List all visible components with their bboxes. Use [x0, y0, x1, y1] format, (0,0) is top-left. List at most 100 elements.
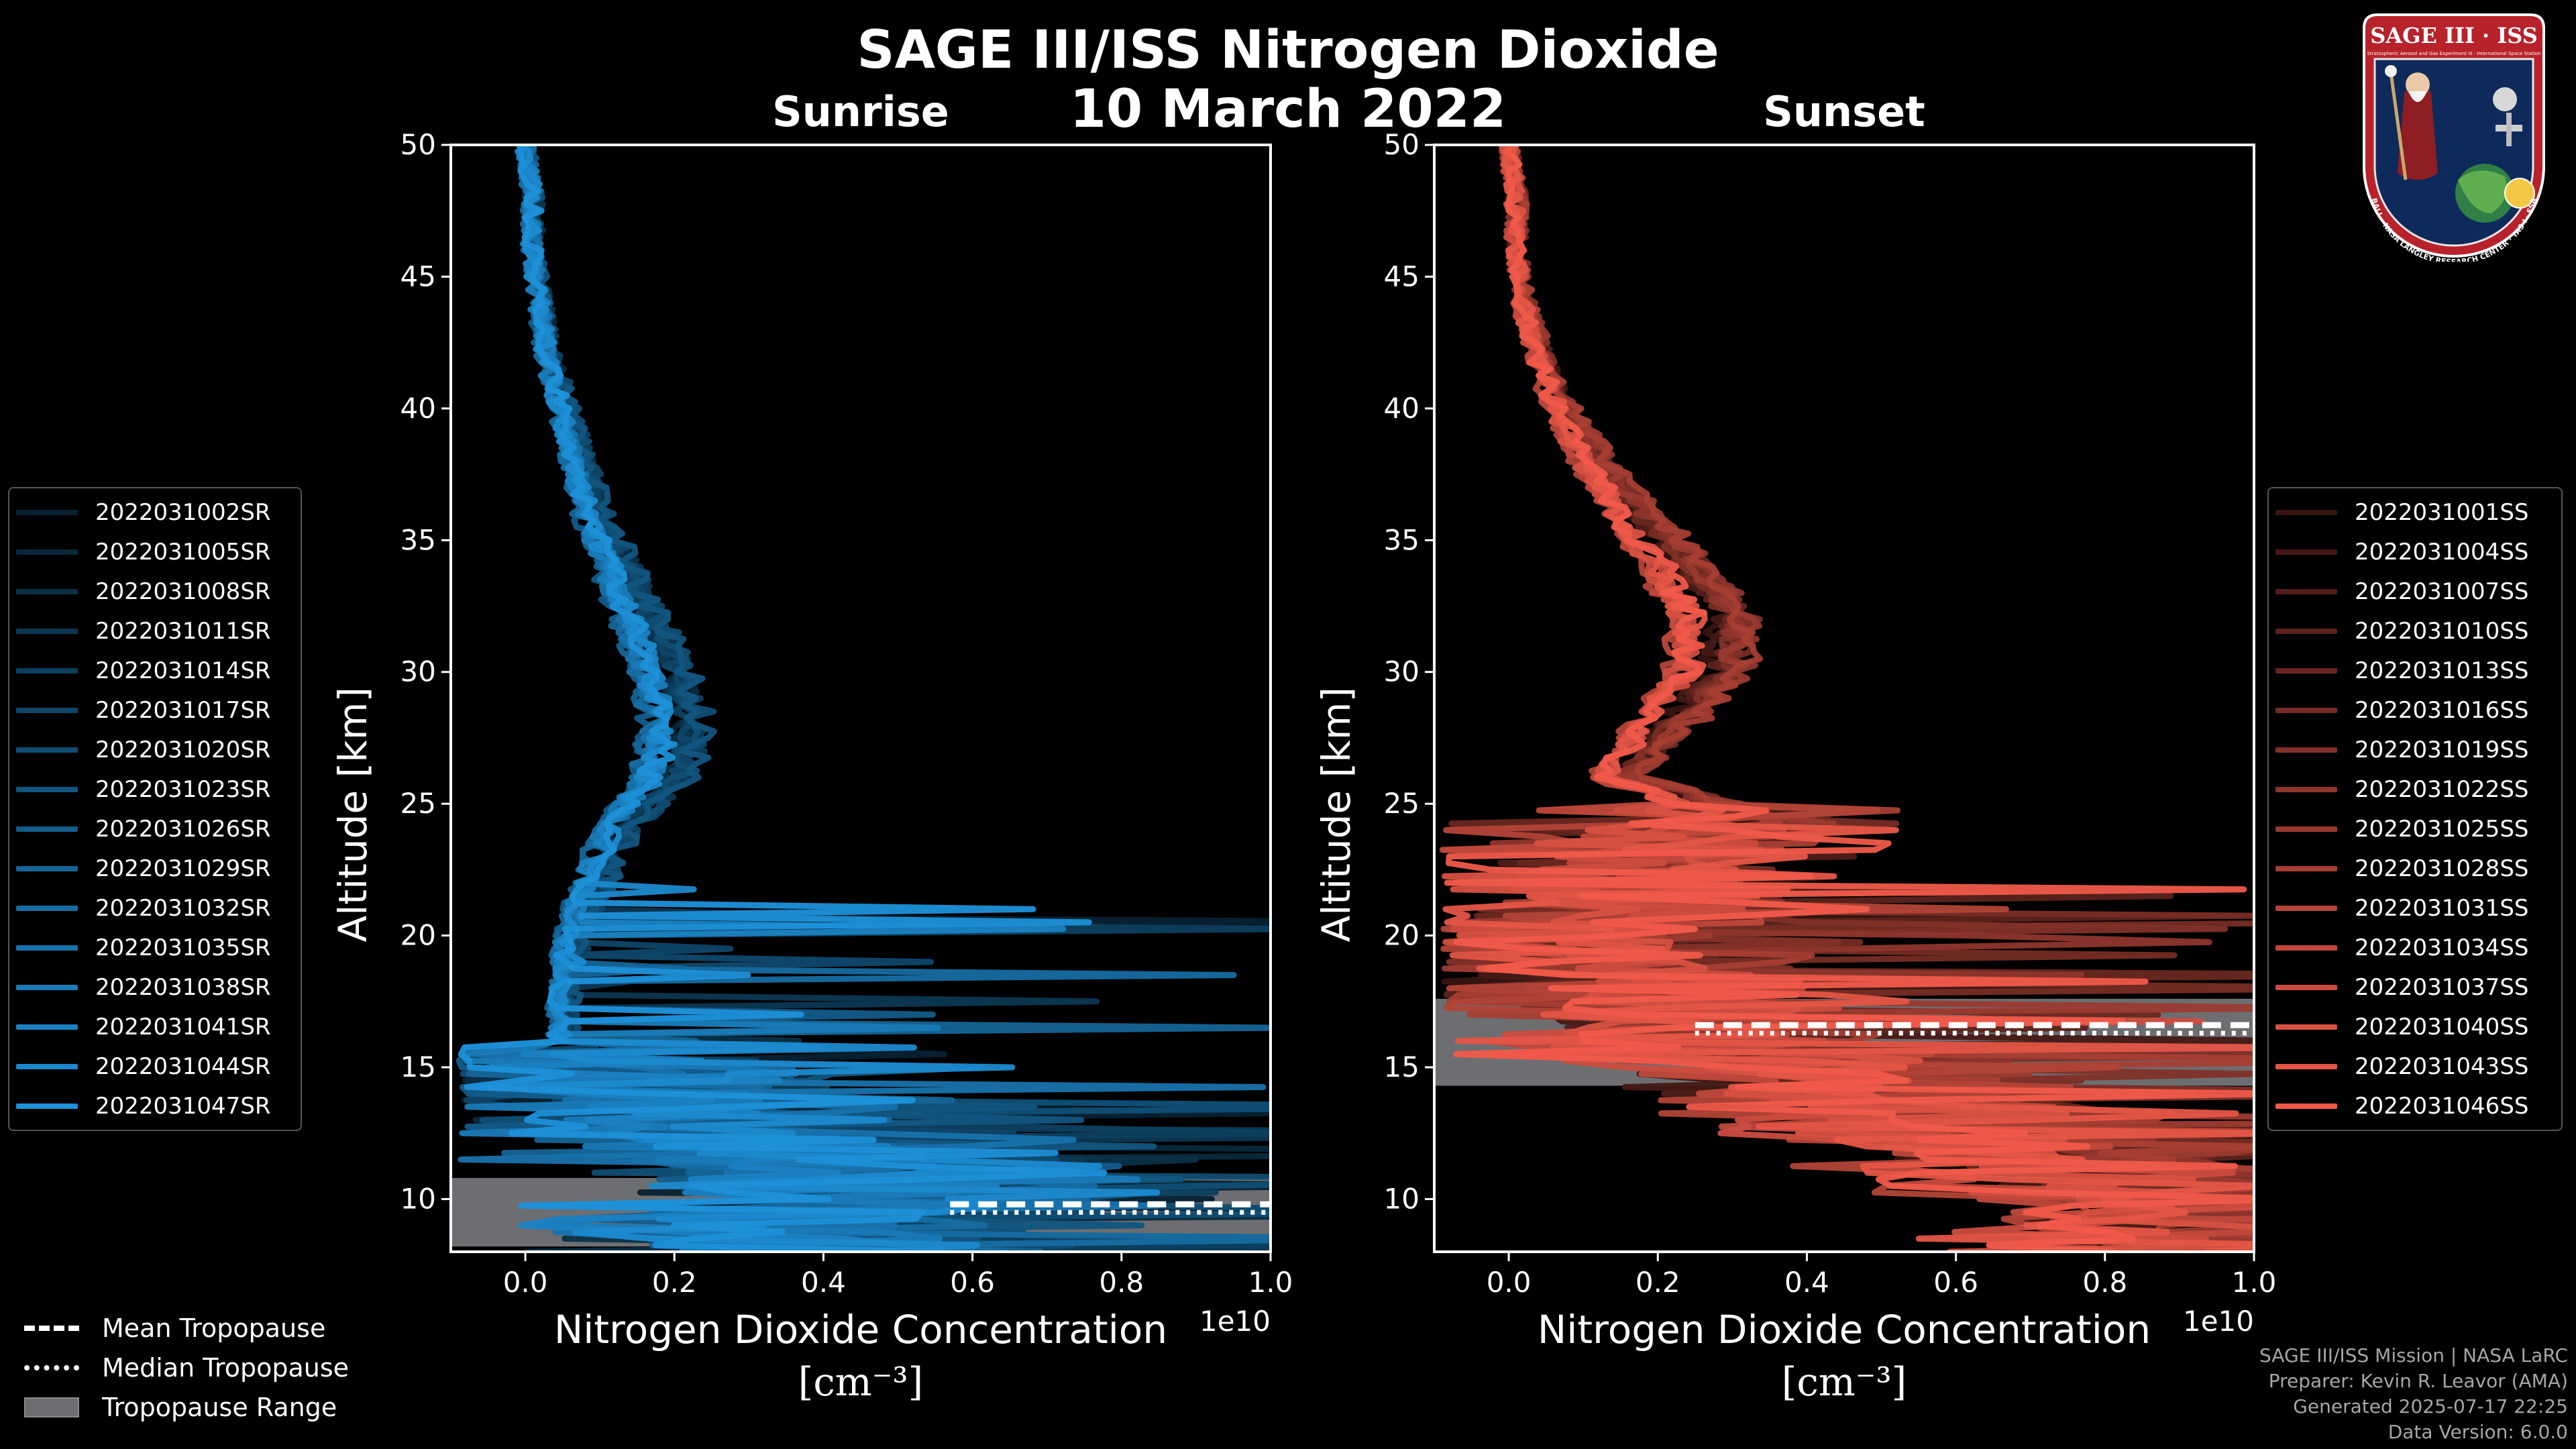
legend-label: 2022031014SR: [95, 657, 271, 684]
tropopause-range-entry: Tropopause Range: [24, 1387, 349, 1427]
y-tick-label: 40: [400, 392, 436, 425]
y-tick-label: 45: [1384, 260, 1419, 292]
y-tick-label: 10: [1384, 1182, 1419, 1215]
legend-entry-2022031011SR: 2022031011SR: [16, 611, 294, 651]
legend-label: 2022031004SS: [2355, 538, 2529, 566]
legend-swatch: [2275, 707, 2337, 713]
credit-line-preparer: Preparer: Kevin R. Leavor (AMA): [2268, 1370, 2568, 1392]
legend-label: 2022031020SR: [95, 736, 271, 763]
y-tick-label: 15: [1384, 1051, 1419, 1083]
legend-entry-2022031037SS: 2022031037SS: [2275, 967, 2555, 1007]
legend-swatch: [16, 747, 78, 753]
legend-swatch: [16, 984, 78, 990]
legend-entry-2022031032SR: 2022031032SR: [16, 888, 294, 928]
legend-entry-2022031014SR: 2022031014SR: [16, 651, 294, 690]
legend-entry-2022031028SS: 2022031028SS: [2275, 849, 2555, 888]
legend-label: 2022031038SR: [95, 973, 271, 1001]
legend-label: 2022031028SS: [2355, 855, 2529, 882]
legend-swatch: [2275, 549, 2337, 555]
legend-swatch: [16, 707, 78, 713]
legend-swatch: [2275, 1103, 2337, 1109]
x-axis-label: Nitrogen Dioxide Concentration: [1538, 1307, 2151, 1352]
y-tick-label: 35: [1384, 523, 1419, 556]
legend-label: 2022031005SR: [95, 538, 271, 566]
legend-entry-2022031035SR: 2022031035SR: [16, 928, 294, 967]
legend-swatch: [16, 1024, 78, 1030]
x-tick-label: 1.0: [2232, 1266, 2277, 1299]
y-tick-label: 30: [1384, 655, 1419, 688]
x-scale-label: 1e10: [1199, 1305, 1271, 1338]
legend-swatch: [2275, 786, 2337, 792]
tropopause-legend: Mean Tropopause Median Tropopause Tropop…: [24, 1308, 349, 1427]
legend-label: 2022031044SR: [95, 1053, 271, 1080]
x-tick-label: 0.4: [801, 1266, 846, 1299]
legend-label: 2022031011SR: [95, 617, 271, 645]
legend-label: 2022031032SR: [95, 894, 271, 922]
legend-swatch: [16, 588, 78, 594]
legend-label: 2022031010SS: [2355, 617, 2529, 645]
sunset-legend: 2022031001SS 2022031004SS 2022031007SS 2022…: [2267, 487, 2563, 1131]
legend-entry-2022031005SR: 2022031005SR: [16, 532, 294, 572]
legend-swatch: [16, 865, 78, 871]
legend-swatch: [2275, 628, 2337, 634]
legend-label: 2022031041SR: [95, 1013, 271, 1040]
sage-iii-iss-logo: SAGE III · ISS Stratospheric Aerosol and…: [2363, 13, 2545, 262]
sunset-panel: 10 15 20 25 30 35 40 45 50 0.0 0.2 0.4 0.6 0.8 1.0 1e10…: [1313, 87, 2277, 1405]
mean-tropopause-swatch: [24, 1325, 79, 1331]
legend-label: 2022031019SS: [2355, 736, 2529, 763]
legend-label: 2022031034SS: [2355, 934, 2529, 961]
y-tick-label: 25: [1384, 787, 1419, 820]
panel-title: Sunrise: [772, 87, 949, 136]
legend-label: 2022031026SR: [95, 815, 271, 843]
y-tick-label: 50: [400, 128, 436, 161]
x-tick-label: 0.4: [1784, 1266, 1829, 1299]
y-axis-label: Altitude [km]: [1313, 687, 1359, 942]
legend-entry-2022031001SS: 2022031001SS: [2275, 492, 2555, 532]
legend-entry-2022031004SS: 2022031004SS: [2275, 532, 2555, 572]
legend-swatch: [16, 1103, 78, 1109]
y-axis-label: Altitude [km]: [330, 687, 376, 942]
legend-swatch: [16, 826, 78, 832]
legend-swatch: [16, 667, 78, 674]
legend-swatch: [2275, 1024, 2337, 1030]
legend-entry-2022031013SS: 2022031013SS: [2275, 651, 2555, 690]
figure-title: SAGE III/ISS Nitrogen Dioxide: [857, 20, 1719, 80]
legend-swatch: [2275, 865, 2337, 871]
x-tick-label: 0.6: [950, 1266, 995, 1299]
x-tick-label: 0.0: [503, 1266, 548, 1299]
legend-label: 2022031022SS: [2355, 775, 2529, 803]
logo-title: SAGE III · ISS: [2370, 23, 2538, 48]
legend-entry-2022031031SS: 2022031031SS: [2275, 888, 2555, 928]
legend-entry-2022031047SR: 2022031047SR: [16, 1086, 294, 1126]
legend-entry-2022031019SS: 2022031019SS: [2275, 730, 2555, 769]
x-axis-units: [cm⁻³]: [1782, 1359, 1907, 1405]
legend-entry-2022031046SS: 2022031046SS: [2275, 1086, 2555, 1126]
legend-swatch: [16, 1063, 78, 1069]
legend-label: 2022031002SR: [95, 498, 271, 526]
axes-frame: [1433, 144, 2255, 1253]
credit-line-version: Data Version: 6.0.0: [2387, 1421, 2568, 1443]
legend-swatch: [2275, 984, 2337, 990]
legend-label: 2022031016SS: [2355, 696, 2529, 724]
legend-swatch: [16, 786, 78, 792]
y-tick-label: 25: [400, 787, 436, 820]
legend-entry-2022031044SR: 2022031044SR: [16, 1046, 294, 1086]
profile-line-2022031047SR: [458, 145, 1108, 1252]
panel-title: Sunset: [1763, 87, 1925, 136]
legend-entry-2022031007SS: 2022031007SS: [2275, 572, 2555, 611]
x-axis-label: Nitrogen Dioxide Concentration: [554, 1307, 1167, 1352]
credit-line-generated: Generated 2025-07-17 22:25: [2293, 1395, 2568, 1417]
legend-label: 2022031013SS: [2355, 657, 2529, 684]
y-tick-label: 15: [400, 1051, 436, 1083]
legend-swatch: [16, 628, 78, 634]
legend-swatch: [16, 905, 78, 911]
legend-swatch: [2275, 747, 2337, 753]
profile-line-2022031046SS: [1444, 145, 2254, 1252]
legend-entry-2022031016SS: 2022031016SS: [2275, 690, 2555, 730]
legend-entry-2022031043SS: 2022031043SS: [2275, 1046, 2555, 1086]
legend-label: 2022031040SS: [2355, 1013, 2529, 1040]
credit-line-mission: SAGE III/ISS Mission | NASA LaRC: [2259, 1344, 2568, 1366]
legend-label: 2022031046SS: [2355, 1092, 2529, 1120]
x-scale-label: 1e10: [2183, 1305, 2254, 1338]
legend-swatch: [2275, 945, 2337, 951]
